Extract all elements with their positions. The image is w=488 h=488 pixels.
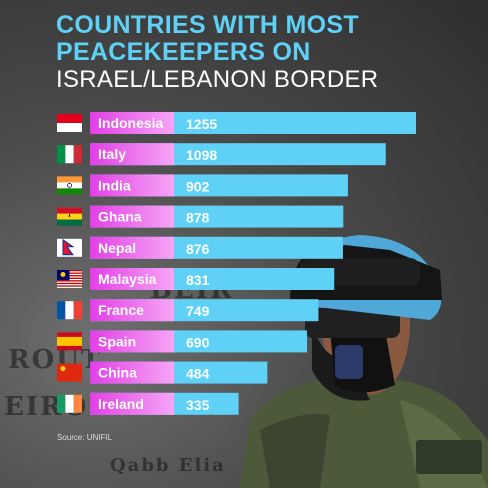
china-flag-icon <box>57 363 82 382</box>
data-label: 902 <box>186 178 210 194</box>
map-text-decoration: ROUT <box>8 345 103 375</box>
data-label: 876 <box>186 241 210 257</box>
italy-flag-icon <box>57 145 82 164</box>
category-label-bg <box>90 205 174 228</box>
bar-row: Malaysia 831 <box>57 268 335 290</box>
nepal-flag-icon <box>57 238 82 257</box>
bar-row: India 902 <box>57 174 348 197</box>
bar-row: France 749 <box>57 299 319 322</box>
data-label: 878 <box>186 210 210 226</box>
category-label: Italy <box>98 146 126 162</box>
bar-row: Ireland 335 <box>57 392 239 415</box>
category-label: Spain <box>98 333 136 349</box>
category-label: Ghana <box>98 209 142 225</box>
bar-row: Italy 1098 <box>57 143 386 166</box>
title-line-1: COUNTRIES WITH MOST <box>56 11 359 39</box>
indonesia-flag-icon <box>57 114 82 132</box>
category-label-bg <box>90 112 174 134</box>
data-label: 690 <box>186 334 210 350</box>
data-label: 831 <box>186 272 210 288</box>
bar-row: Nepal 876 <box>57 236 343 259</box>
bar-row: China 484 <box>57 361 268 384</box>
data-label: 484 <box>186 366 210 382</box>
spain-flag-icon <box>57 332 82 351</box>
category-label: China <box>98 365 137 381</box>
category-label: Indonesia <box>98 115 164 131</box>
category-label-bg <box>90 392 174 415</box>
data-label: 1098 <box>186 147 217 163</box>
bar-row: Indonesia 1255 <box>57 112 416 134</box>
data-label: 335 <box>186 397 210 413</box>
data-label: 1255 <box>186 116 217 132</box>
source-note: Source: UNIFIL <box>57 433 113 442</box>
map-text-decoration: Qabb Elia <box>110 455 226 476</box>
category-label: Nepal <box>98 240 136 256</box>
category-label: India <box>98 177 131 193</box>
category-label-bg <box>90 361 174 384</box>
title-line-2: PEACEKEEPERS ON <box>56 38 311 66</box>
malaysia-flag-icon <box>57 270 82 288</box>
category-label: Ireland <box>98 396 144 412</box>
ghana-flag-icon <box>57 207 82 226</box>
france-flag-icon <box>57 301 82 320</box>
title-line-3: ISRAEL/LEBANON BORDER <box>56 66 379 93</box>
data-label: 749 <box>186 303 210 319</box>
bar-row: Spain 690 <box>57 330 308 353</box>
category-label-bg <box>90 236 174 259</box>
category-label-bg <box>90 330 174 353</box>
category-label-bg <box>90 143 174 166</box>
bar-row: Ghana 878 <box>57 205 344 228</box>
india-flag-icon <box>57 176 82 195</box>
category-label: Malaysia <box>98 271 157 287</box>
category-label: France <box>98 302 144 318</box>
category-label-bg <box>90 268 174 290</box>
ireland-flag-icon <box>57 394 82 413</box>
category-label-bg <box>90 299 174 322</box>
chart-title: COUNTRIES WITH MOST PEACEKEEPERS ON ISRA… <box>56 11 476 94</box>
category-label-bg <box>90 174 174 197</box>
